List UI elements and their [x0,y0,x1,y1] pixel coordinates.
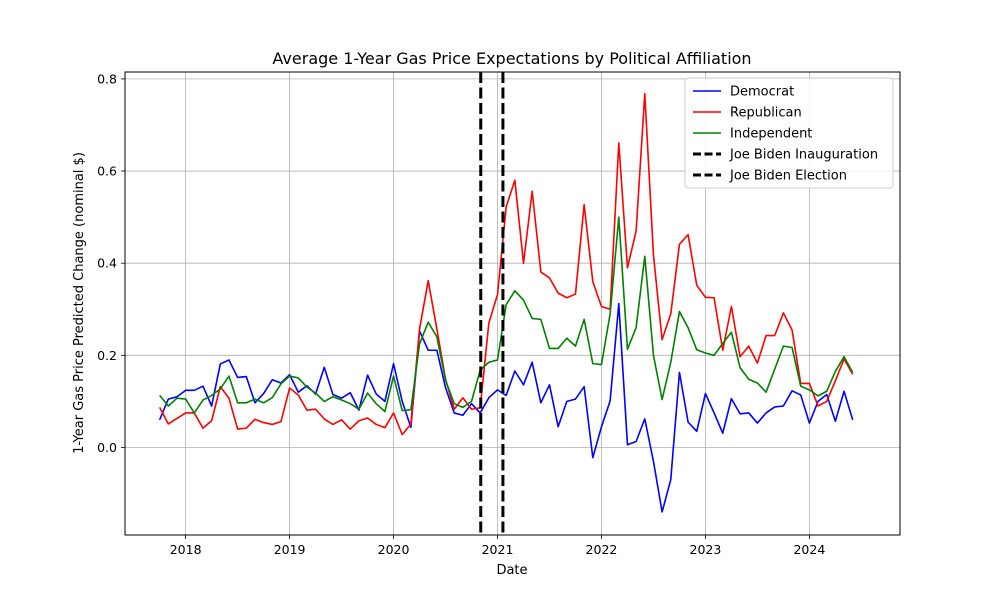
y-axis: 0.0 0.2 0.4 0.6 0.8 [97,71,125,455]
x-tick-label: 2022 [586,542,618,557]
legend-label-joe-biden-election: Joe Biden Election [729,169,847,184]
chart-title: Average 1-Year Gas Price Expectations by… [272,49,751,68]
x-tick-label: 2023 [690,542,722,557]
y-tick-label: 0.0 [97,440,117,455]
x-axis: 2018 2019 2020 2021 2022 2023 2024 [170,535,825,557]
x-tick-label: 2019 [274,542,306,557]
legend-box [684,77,894,189]
y-tick-label: 0.8 [97,71,117,86]
legend-label-independent: Independent [730,127,812,142]
x-tick-label: 2020 [378,542,410,557]
legend: Democrat Republican Independent Joe Biden I… [684,77,894,189]
y-axis-label: 1-Year Gas Price Predicted Change (nomin… [72,152,87,454]
x-axis-label: Date [496,563,527,578]
series-line-republican [158,92,854,436]
y-tick-label: 0.4 [97,256,117,271]
x-tick-label: 2021 [482,542,514,557]
y-tick-label: 0.6 [97,164,117,179]
series-line-independent [159,216,854,414]
plot-frame [124,71,901,536]
series-line-democrat [158,302,854,513]
legend-label-joe-biden-inauguration: Joe Biden Inauguration [729,148,878,163]
legend-label-republican: Republican [730,106,802,121]
x-tick-label: 2024 [793,542,825,557]
legend-label-democrat: Democrat [730,85,794,100]
x-tick-label: 2018 [170,542,202,557]
plot-area [158,72,854,535]
y-tick-label: 0.2 [97,348,117,363]
